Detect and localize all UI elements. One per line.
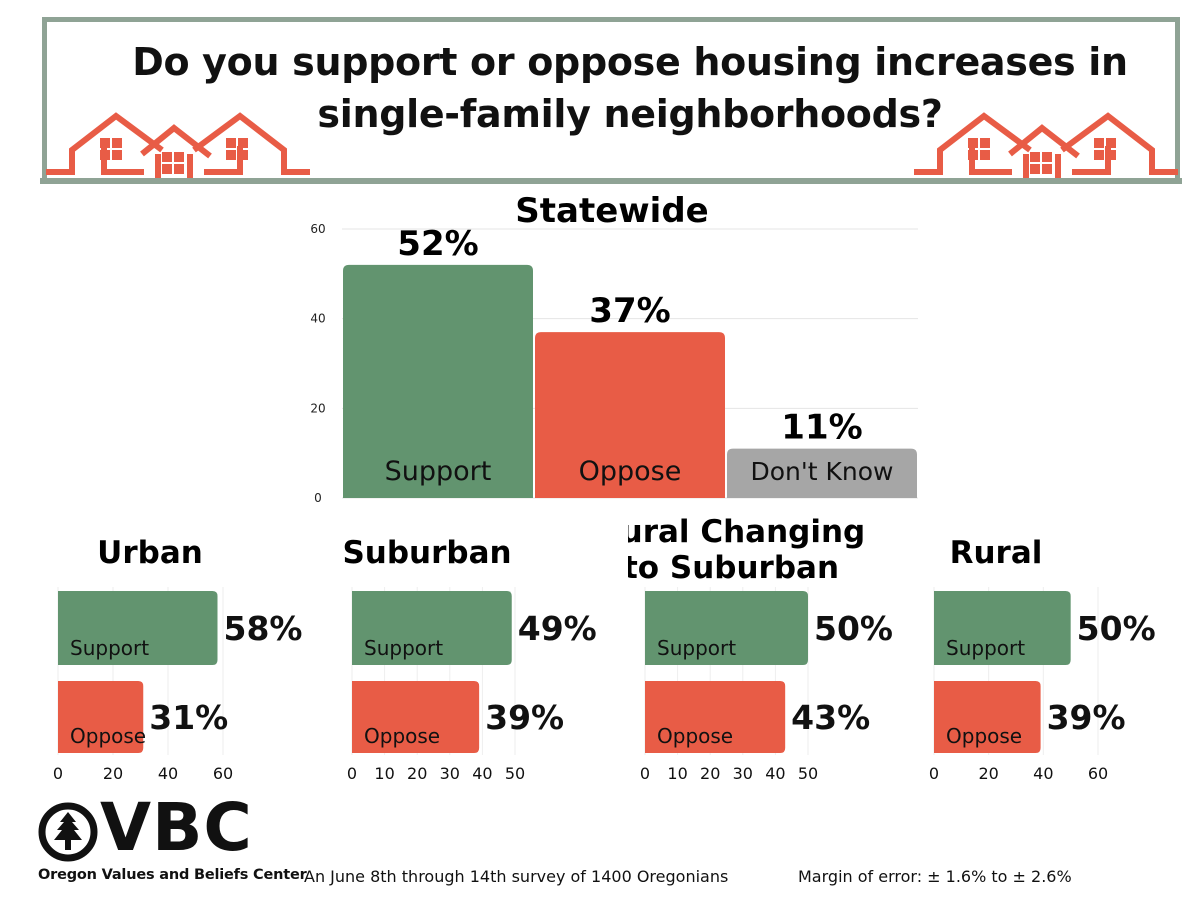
category-label: Don't Know xyxy=(751,457,894,486)
x-tick-label: 20 xyxy=(103,764,123,783)
survey-note: An June 8th through 14th survey of 1400 … xyxy=(304,867,729,886)
y-tick-label: 0 xyxy=(314,491,322,505)
x-tick-label: 0 xyxy=(640,764,650,783)
data-label: 39% xyxy=(1047,698,1126,737)
logo-subtitle: Oregon Values and Beliefs Center xyxy=(38,867,307,883)
data-label: 11% xyxy=(781,408,862,448)
x-tick-label: 10 xyxy=(374,764,394,783)
category-label: Oppose xyxy=(579,456,682,487)
data-label: 50% xyxy=(814,609,893,648)
x-tick-label: 0 xyxy=(929,764,939,783)
bar xyxy=(58,591,218,665)
x-tick-label: 20 xyxy=(700,764,720,783)
data-label: 31% xyxy=(149,698,228,737)
data-label: 50% xyxy=(1077,609,1156,648)
data-label: 49% xyxy=(518,609,597,648)
margin-of-error: Margin of error: ± 1.6% to ± 2.6% xyxy=(798,867,1072,886)
x-tick-label: 50 xyxy=(798,764,818,783)
category-label: Support xyxy=(70,636,149,660)
data-label: 43% xyxy=(791,698,870,737)
houses-left-icon xyxy=(46,112,310,178)
x-tick-label: 60 xyxy=(213,764,233,783)
rural-chart: Rural 0 20 40 60 Support 50% Oppose 39% xyxy=(929,535,1156,783)
x-tick-label: 50 xyxy=(505,764,525,783)
chart-title: Rural xyxy=(950,535,1043,571)
x-tick-label: 0 xyxy=(347,764,357,783)
x-tick-label: 40 xyxy=(472,764,492,783)
data-label: 37% xyxy=(589,291,670,331)
bar xyxy=(343,264,533,498)
chart-title: Urban xyxy=(97,535,203,571)
data-label: 58% xyxy=(224,609,303,648)
bar xyxy=(535,332,725,498)
category-label: Support xyxy=(385,456,492,487)
bar xyxy=(352,681,480,753)
bar xyxy=(727,448,917,498)
logo-wordmark: VBC xyxy=(100,789,253,866)
category-label: Support xyxy=(946,636,1025,660)
x-tick-label: 0 xyxy=(53,764,63,783)
category-label: Oppose xyxy=(657,724,733,748)
x-tick-label: 40 xyxy=(158,764,178,783)
bar xyxy=(645,681,786,753)
y-tick-label: 60 xyxy=(310,222,325,236)
category-label: Oppose xyxy=(70,724,146,748)
category-label: Support xyxy=(364,636,443,660)
bar xyxy=(352,591,512,665)
x-tick-label: 30 xyxy=(733,764,753,783)
bar xyxy=(934,591,1071,665)
header-frame xyxy=(42,17,1180,179)
x-tick-label: 20 xyxy=(978,764,998,783)
header-frame-bottom xyxy=(40,178,1182,184)
bar xyxy=(58,681,144,753)
urban-chart: Urban 0 20 40 60 Support 58% Oppose 31% xyxy=(53,535,303,783)
page-title: Do you support or oppose housing increas… xyxy=(132,40,1128,136)
statewide-chart: 0 20 40 60 Statewide 52% Support 37% Oppose 11% Do… xyxy=(310,191,918,505)
x-tick-label: 60 xyxy=(1088,764,1108,783)
x-tick-label: 40 xyxy=(1033,764,1053,783)
x-tick-label: 20 xyxy=(407,764,427,783)
houses-right-icon xyxy=(914,112,1178,178)
x-tick-label: 30 xyxy=(440,764,460,783)
x-tick-label: 40 xyxy=(765,764,785,783)
y-tick-label: 40 xyxy=(310,312,325,326)
category-label: Oppose xyxy=(364,724,440,748)
bar xyxy=(645,591,808,665)
category-label: Support xyxy=(657,636,736,660)
data-label: 39% xyxy=(485,698,564,737)
category-label: Oppose xyxy=(946,724,1022,748)
bar xyxy=(934,681,1041,753)
chart-title: Rural Changing xyxy=(628,514,865,550)
data-label: 52% xyxy=(397,224,478,264)
x-tick-label: 10 xyxy=(667,764,687,783)
y-tick-label: 20 xyxy=(310,401,325,415)
chart-title: Statewide xyxy=(515,191,708,231)
ovbc-logo-icon xyxy=(38,802,98,862)
chart-title: to Suburban xyxy=(628,550,839,586)
chart-title: Suburban xyxy=(342,535,511,571)
suburban-chart: Suburban 0 10 20 30 40 50 Support 49% Oppose 39% xyxy=(342,535,597,783)
